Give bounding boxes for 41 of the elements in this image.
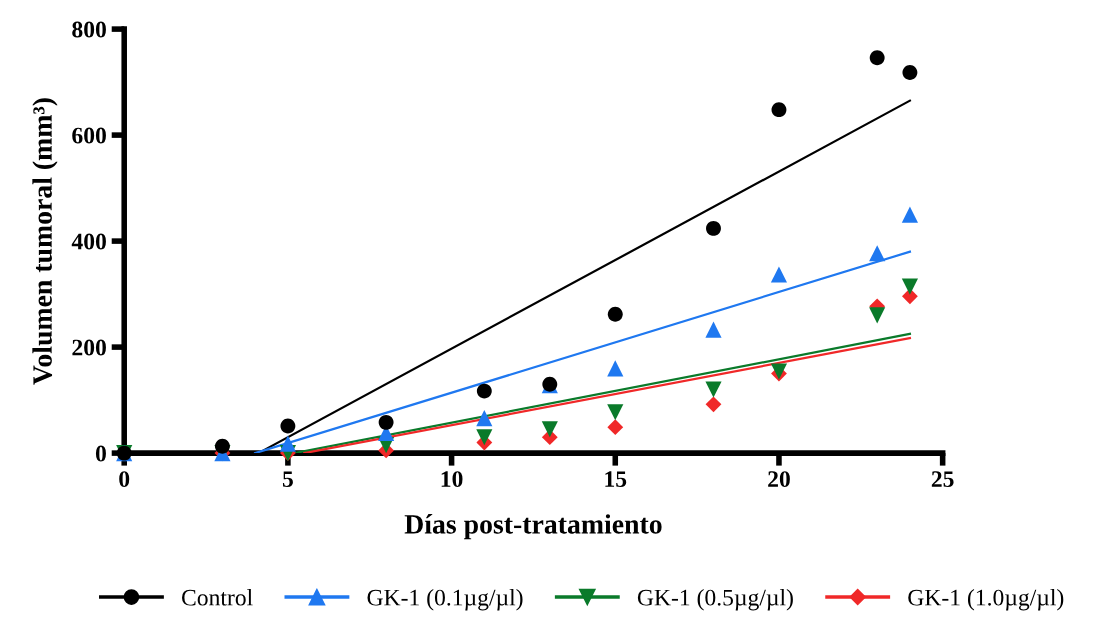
point: [607, 360, 624, 377]
point: [378, 414, 394, 430]
y-tick-label: 0: [95, 445, 106, 462]
x-tick-label: 15: [605, 471, 627, 488]
point: [607, 419, 624, 436]
x-axis-title: Días post-tratamiento: [404, 514, 662, 540]
point: [901, 278, 918, 295]
point: [902, 65, 918, 81]
x-tick-label: 10: [441, 471, 463, 488]
point: [706, 220, 721, 236]
point: [901, 206, 918, 223]
point: [705, 381, 722, 398]
y-axis-title: Volumen tumoral (mm³): [32, 98, 58, 385]
x-tick-label: 25: [931, 471, 954, 488]
point: [869, 307, 886, 324]
legend-label: Control: [182, 588, 253, 606]
point: [607, 306, 623, 322]
point: [476, 410, 493, 427]
point: [770, 266, 788, 283]
y-tick-label: 800: [72, 21, 106, 38]
y-tick-label: 600: [72, 127, 106, 144]
point: [280, 418, 296, 434]
point: [214, 438, 230, 454]
legend-label: GK-1 (0.5µg/µl): [637, 588, 793, 611]
legend-label: GK-1 (1.0µg/µl): [908, 588, 1064, 611]
point: [869, 245, 886, 262]
point: [705, 396, 722, 413]
point: [476, 383, 492, 399]
point: [869, 50, 885, 66]
y-tick-label: 400: [71, 233, 106, 250]
point: [771, 102, 787, 118]
x-tick-label: 5: [282, 471, 293, 488]
point: [705, 321, 722, 338]
point: [476, 429, 493, 446]
y-tick-label: 200: [72, 339, 106, 356]
x-tick-label: 0: [119, 471, 130, 488]
x-tick-label: 20: [768, 471, 790, 488]
legend-label: GK-1 (0.1µg/µl): [367, 588, 523, 611]
point: [607, 404, 624, 421]
point: [541, 421, 558, 438]
point: [279, 435, 296, 452]
